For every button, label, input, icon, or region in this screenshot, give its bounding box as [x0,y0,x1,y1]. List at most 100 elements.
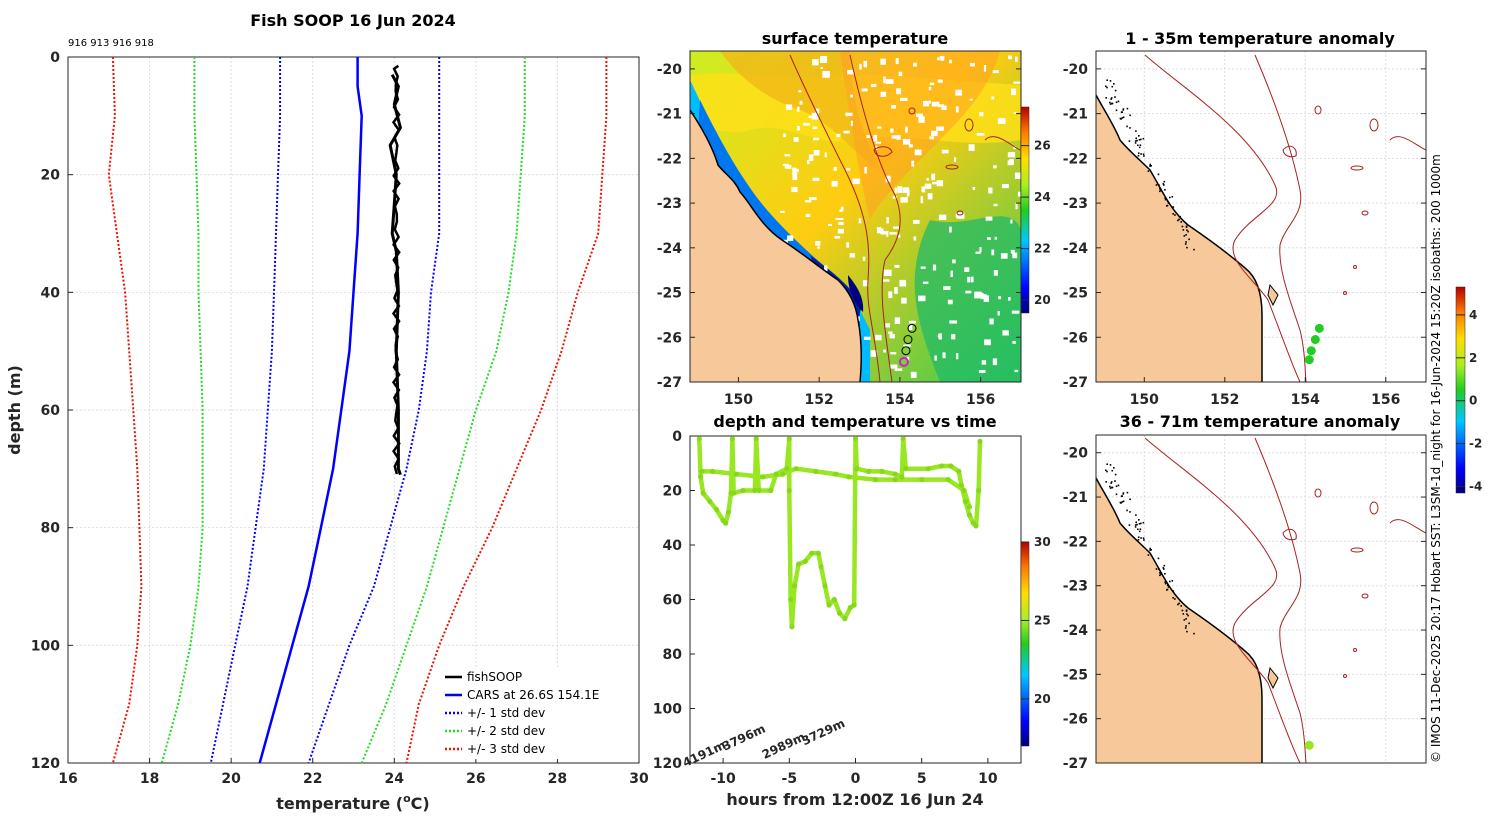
island-pixel [1111,102,1113,105]
sst-cloud-pixel [911,160,915,167]
island-pixel [1122,108,1125,110]
map-y-tick-label: -20 [1063,446,1089,462]
island-pixel [1183,619,1186,621]
sst-cloud-pixel [942,352,946,359]
sst-cloud-pixel [918,116,925,123]
ts-trace-point [866,468,872,474]
island-pixel [1122,492,1125,494]
island-pixel [1174,214,1176,216]
island-pixel [1177,219,1179,222]
island-pixel [1186,229,1188,231]
sst-cloud-pixel [965,290,972,294]
sst-cloud-pixel [921,186,926,193]
island-pixel [1122,500,1125,503]
sst-cloud-pixel [972,186,976,190]
sst-cloud-pixel [882,279,890,282]
island-pixel [1174,598,1176,600]
sst-cloud-pixel [992,70,999,74]
sst-cloud-pixel [837,228,844,234]
ts-y-tick-label: 20 [663,484,683,500]
sst-cloud-pixel [1008,297,1011,301]
ts-y-tick-label: 80 [663,647,683,663]
island-pixel [1185,234,1187,236]
sst-cloud-pixel [875,334,882,341]
island-pixel [1109,103,1112,105]
sst-cloud-pixel [902,139,911,145]
sst-cloud-pixel [824,152,827,158]
ts-trace-point [788,596,794,603]
island-pixel [1128,524,1131,526]
island-pixel [1114,89,1117,92]
sst-cloud-pixel [1007,160,1014,166]
island-pixel [1186,246,1188,249]
map-x-tick-label: 152 [1210,392,1239,408]
island-pixel [1172,590,1175,592]
island-pixel [1179,599,1181,602]
ts-trace-point [802,558,808,565]
sst-cloud-pixel [784,154,791,157]
ts-trace-point [945,477,951,483]
island-pixel [1134,142,1137,144]
profile-series--2-std-dev-low- [160,57,204,764]
sst-cloud-pixel [993,203,998,207]
sst-cloud-pixel [858,218,862,224]
sst-cloud-pixel [899,279,907,287]
sst-cloud-pixel [947,299,953,305]
map-y-tick-label: -26 [1063,330,1088,346]
sst-cloud-pixel [931,130,938,137]
sst-cloud-pixel [834,236,841,239]
sst-cloud-pixel [894,287,898,294]
sst-cloud-pixel [956,353,959,360]
sst-cloud-pixel [815,108,820,113]
island-pixel [1188,622,1190,625]
sst-cloud-pixel [880,228,884,232]
ts-trace-point [740,487,746,494]
profile-x-tick-label: 26 [466,771,485,787]
island-pixel [1140,153,1142,155]
ts-trace-point [699,468,705,474]
sst-cloud-pixel [838,222,844,226]
profile-series--1-std-dev-high- [307,57,441,764]
island-pixel [1137,536,1140,538]
ts-trace-point [837,610,843,616]
legend-label: +/- 3 std dev [467,742,545,756]
ts-trace-point [731,490,737,496]
sst-colorbar-ticks: 20 22 24 26 [1021,139,1051,307]
profile-series-cars-at-26-6s-154-1e [258,57,363,764]
island-pixel [1193,248,1195,251]
sst-cloud-pixel [906,189,910,197]
sst-cloud-pixel [914,149,922,156]
island-pixel [1182,229,1185,231]
sst-map: surface temperature 150 152 154 156 -20 -21 -2… [657,29,1051,408]
map-y-tick-label: -25 [657,286,682,302]
island-pixel [1138,146,1141,149]
island-pixel [1111,469,1114,472]
anomaly-colorbar-tick-label: 4 [1469,308,1477,322]
island-pixel [1183,235,1186,237]
island-pixel [1164,197,1166,199]
island-pixel [1109,80,1112,82]
ts-trace-point [768,487,774,494]
sst-cloud-pixel [808,115,813,119]
sst-cloud-pixel [891,105,896,109]
sst-cloud-pixel [885,175,891,183]
sst-cloud-pixel [967,276,971,283]
anomaly-colorbar-tick-label: -4 [1469,480,1482,494]
sst-cloud-pixel [895,58,899,65]
island-pixel [1180,605,1182,607]
sst-cloud-pixel [1014,369,1019,373]
island-pixel [1147,170,1150,172]
ts-trace-point [729,436,736,442]
sst-cloud-pixel [988,187,993,194]
ts-trace-point [818,564,824,570]
island-pixel [1157,173,1160,176]
sst-cloud-pixel [877,126,882,129]
sst-cloud-pixel [929,136,935,140]
island-pixel [1110,97,1113,99]
ts-trace-point [784,466,790,472]
island-pixel [1114,96,1116,98]
island-pixel [1149,163,1151,166]
map-y-tick-label: -23 [657,196,682,212]
island-pixel [1155,568,1158,570]
sst-cloud-pixel [897,234,901,238]
